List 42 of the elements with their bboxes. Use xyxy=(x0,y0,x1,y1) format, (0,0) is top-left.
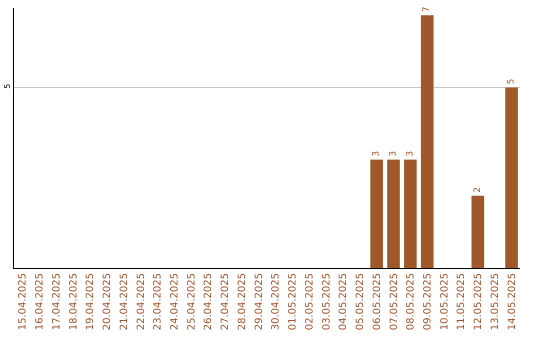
x-tick-label: 14.05.2025 xyxy=(506,273,518,330)
x-tick-label: 05.05.2025 xyxy=(355,273,366,330)
x-tick-label: 18.04.2025 xyxy=(68,273,80,330)
x-tick-label: 28.04.2025 xyxy=(236,273,248,330)
x-tick-label: 24.04.2025 xyxy=(169,273,180,330)
data-label: 2 xyxy=(472,187,483,193)
x-tick-label: 15.04.2025 xyxy=(18,273,29,330)
x-tick-label: 26.04.2025 xyxy=(203,273,214,330)
x-tick-label: 23.04.2025 xyxy=(152,273,164,330)
bar xyxy=(505,87,518,268)
bar xyxy=(387,160,400,268)
x-tick-label: 17.04.2025 xyxy=(51,273,62,330)
x-tick-label: 07.05.2025 xyxy=(388,273,400,330)
x-tick-label: 13.05.2025 xyxy=(490,273,501,330)
bar xyxy=(370,160,383,268)
x-tick-label: 30.04.2025 xyxy=(270,273,282,330)
x-tick-label: 11.05.2025 xyxy=(456,273,468,330)
x-tick-label: 10.05.2025 xyxy=(439,273,450,330)
data-label: 5 xyxy=(506,78,517,84)
x-tick-label: 27.04.2025 xyxy=(220,273,232,330)
x-tick-label: 20.04.2025 xyxy=(102,273,114,330)
bar xyxy=(472,196,484,268)
bar xyxy=(404,160,417,268)
x-tick-label: 16.04.2025 xyxy=(34,273,46,330)
data-label: 3 xyxy=(372,150,382,157)
x-tick-label: 02.05.2025 xyxy=(304,273,316,330)
x-tick-label: 08.05.2025 xyxy=(406,273,417,330)
x-tick-label: 03.05.2025 xyxy=(321,273,332,330)
data-label: 3 xyxy=(388,150,399,157)
x-tick-label: 12.05.2025 xyxy=(473,273,484,330)
bar xyxy=(420,15,434,268)
x-tick-label: 01.05.2025 xyxy=(288,273,299,330)
data-label: 7 xyxy=(422,6,432,12)
x-tick-label: 09.05.2025 xyxy=(422,273,434,330)
x-tick-label: 25.04.2025 xyxy=(186,273,198,330)
x-tick-label: 04.05.2025 xyxy=(338,273,350,330)
x-tick-label: 29.04.2025 xyxy=(254,273,265,330)
x-tick-label: 19.04.2025 xyxy=(85,273,96,330)
x-tick-label: 06.05.2025 xyxy=(372,273,383,330)
data-label: 3 xyxy=(405,150,416,157)
x-tick-label: 21.04.2025 xyxy=(118,273,130,330)
x-tick-label: 22.04.2025 xyxy=(136,273,147,330)
